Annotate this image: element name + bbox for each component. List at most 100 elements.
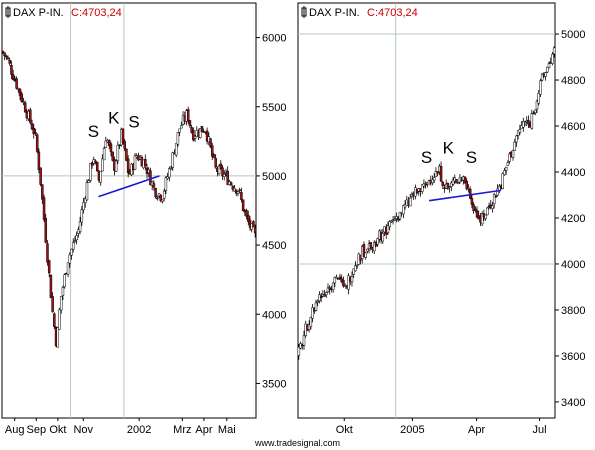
candle-body [247,214,250,222]
x-tick-label: Okt [336,424,353,436]
candle-body [41,184,44,200]
candle-body [101,158,104,172]
candle-body [126,158,130,174]
x-tick-label: Mrz [173,424,191,436]
candle-body [540,73,544,81]
candle-body [30,123,34,130]
candle-body [451,179,455,185]
candle-body [390,220,393,223]
candle-body [547,63,551,69]
candle-body [470,197,474,205]
candle-body [223,174,226,177]
candle-body [78,221,82,232]
candle-body [176,132,180,145]
candle-body [63,274,66,288]
chart-panel-1: SK S 3500 4000 4500 5000 5500 6000 Aug Sep Okt Nov 2… [1,2,286,436]
y-tick-label: 3600 [561,351,585,363]
candle-body [1,50,5,53]
y-tick-label: 4200 [561,213,585,225]
candle-body [240,192,243,200]
candle-body [480,213,484,225]
candle-body [229,182,233,186]
y-tick-label: 3500 [262,378,286,390]
tradesignal-credit: www.tradesignal.com [254,438,341,448]
candle-body [46,243,49,263]
candle-body [347,275,350,290]
candle-body [231,186,235,190]
candle-body [381,233,385,242]
candle-body [484,214,487,219]
candle-body [431,179,434,184]
candle-body [166,176,169,180]
candle-body [51,296,54,313]
candle-body [8,60,11,64]
candle-body [102,148,106,161]
candle-body [537,93,540,104]
candle-body [190,127,193,133]
candle-body [354,265,357,272]
candle-body [544,72,547,77]
candle-body [111,151,114,161]
candle-body [15,78,18,89]
candle-body [154,187,157,198]
candle-body [252,221,255,228]
candle-body [22,101,25,103]
candle-body [468,188,472,199]
candle-body [238,189,241,192]
candle-body [552,47,556,55]
candle-body [193,135,197,139]
candle-body [494,195,498,198]
candle-body [68,254,72,264]
candle-body [424,183,427,186]
candle-body [114,160,118,172]
candle-body [210,145,214,157]
pattern-label-1: S [88,122,99,141]
candle-body [39,167,42,185]
candle-body [393,219,397,221]
candle-body [169,167,173,170]
candle-body [116,144,120,161]
candle-body [171,152,175,168]
x-tick-label: Sep [27,424,47,436]
candle-body [539,80,542,95]
candle-body [518,129,522,133]
candle-body [316,300,319,303]
x-tick-label: Apr [468,424,485,436]
price-label: C:4703,24 [367,7,418,19]
candle-body [506,162,510,167]
candle-body [61,287,65,296]
y-tick-label: 4500 [262,240,286,252]
candle-body [99,170,102,183]
candle-body [118,144,121,147]
candle-body [491,205,494,209]
candle-body [311,307,314,319]
candle-body [94,160,97,163]
candle-body [408,197,412,207]
candle-body [297,346,301,356]
candle-body [168,168,171,178]
pattern-label-2: K [108,108,120,127]
y-tick-label: 4600 [561,121,585,133]
candle-body [58,309,61,330]
pattern-label-3: S [128,113,139,132]
candle-body [221,167,224,177]
candle-body [161,199,164,202]
candle-body [11,74,15,80]
candle-body [5,55,8,58]
y-tick-label: 3400 [561,397,585,409]
x-tick-label: Nov [73,424,93,436]
candle-body [90,162,94,166]
y-tick-label: 6000 [262,33,286,45]
candle-body [104,140,108,148]
candle-body [205,130,209,142]
candle-body [455,179,458,184]
candle-body [87,180,90,183]
candle-body [83,198,87,204]
candle-body [89,163,92,181]
candle-body [214,158,217,168]
candle-body [465,181,469,190]
candle-body [475,210,479,218]
candle-body [309,317,313,328]
candle-body [80,209,84,223]
candle-body [85,182,89,201]
